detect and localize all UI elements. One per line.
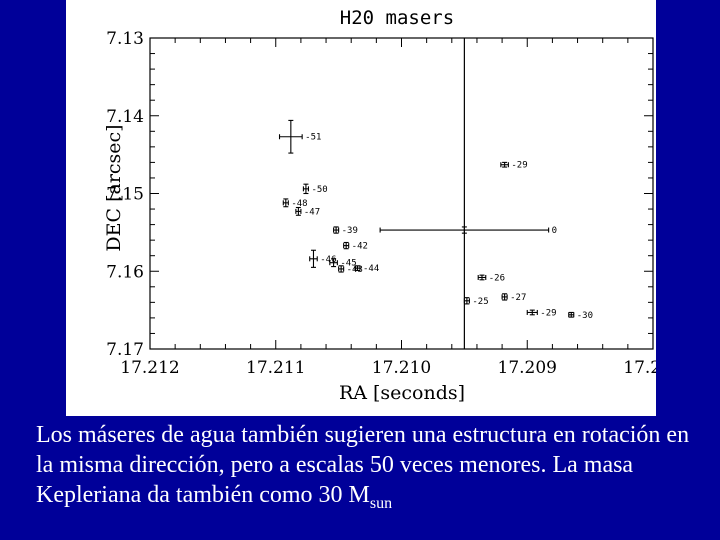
maser-point: -48 bbox=[282, 198, 308, 209]
y-tick-label: 7.14 bbox=[106, 107, 144, 127]
maser-point: -27 bbox=[501, 293, 526, 303]
maser-points: -51-29-50-48-47-390-42-46-45-43-44-26-25… bbox=[278, 119, 593, 321]
maser-point: -47 bbox=[295, 206, 320, 217]
point-label: -26 bbox=[489, 273, 505, 283]
maser-point: -50 bbox=[302, 183, 328, 195]
maser-point: -29 bbox=[526, 308, 557, 318]
maser-point: -42 bbox=[343, 242, 368, 252]
caption: Los máseres de agua también sugieren una… bbox=[36, 420, 706, 512]
point-label: -39 bbox=[342, 226, 358, 236]
y-tick-label: 7.17 bbox=[106, 340, 144, 360]
maser-point: -29 bbox=[500, 161, 528, 171]
point-label: -25 bbox=[472, 297, 488, 307]
point-label: -27 bbox=[510, 293, 526, 303]
point-label: -48 bbox=[291, 199, 307, 209]
x-tick-label: 17.210 bbox=[372, 358, 431, 378]
chart-title: H20 masers bbox=[340, 7, 454, 29]
maser-point: -45 bbox=[329, 258, 357, 269]
y-tick-label: 7.15 bbox=[106, 185, 144, 205]
point-label: -50 bbox=[311, 185, 327, 195]
maser-point: -25 bbox=[463, 297, 489, 307]
y-tick-labels: 7.13 7.14 7.15 7.16 7.17 bbox=[106, 29, 144, 360]
x-tick-label: 17.209 bbox=[498, 358, 557, 378]
maser-point: -44 bbox=[354, 264, 379, 274]
point-label: -42 bbox=[352, 242, 368, 252]
x-tick-label: 17.211 bbox=[246, 358, 305, 378]
x-axis-label: RA [seconds] bbox=[339, 382, 465, 404]
caption-subscript: sun bbox=[369, 495, 393, 512]
maser-point: -46 bbox=[309, 249, 337, 268]
maser-point: -51 bbox=[278, 119, 321, 154]
point-label: -29 bbox=[511, 161, 527, 171]
y-tick-label: 7.13 bbox=[106, 29, 144, 49]
point-label: -47 bbox=[304, 207, 320, 217]
point-label: -29 bbox=[540, 308, 556, 318]
point-label: 0 bbox=[552, 226, 557, 236]
y-tick-label: 7.16 bbox=[106, 262, 144, 282]
plot-frame bbox=[149, 37, 654, 350]
maser-point: -39 bbox=[333, 226, 358, 236]
point-label: -51 bbox=[305, 133, 321, 143]
maser-point: 0 bbox=[379, 226, 557, 236]
scatter-chart: H20 masers 17.212 17.211 17.210 17.209 17.20… bbox=[103, 7, 656, 404]
plot-panel: H20 masers 17.212 17.211 17.210 17.209 17.20… bbox=[66, 0, 656, 416]
point-label: -44 bbox=[363, 264, 379, 274]
point-label: -45 bbox=[340, 259, 356, 269]
x-tick-label: 17.208 bbox=[623, 358, 656, 378]
caption-text: Los máseres de agua también sugieren una… bbox=[36, 422, 690, 508]
x-tick-label: 17.212 bbox=[120, 358, 179, 378]
maser-point: -26 bbox=[477, 273, 505, 283]
point-label: -30 bbox=[577, 311, 593, 321]
y-axis-label: DEC [arcsec] bbox=[103, 124, 125, 251]
point-label: -46 bbox=[320, 255, 336, 265]
maser-point: -30 bbox=[568, 311, 593, 321]
axis-ticks bbox=[149, 37, 654, 350]
x-tick-labels: 17.212 17.211 17.210 17.209 17.208 bbox=[120, 358, 656, 378]
